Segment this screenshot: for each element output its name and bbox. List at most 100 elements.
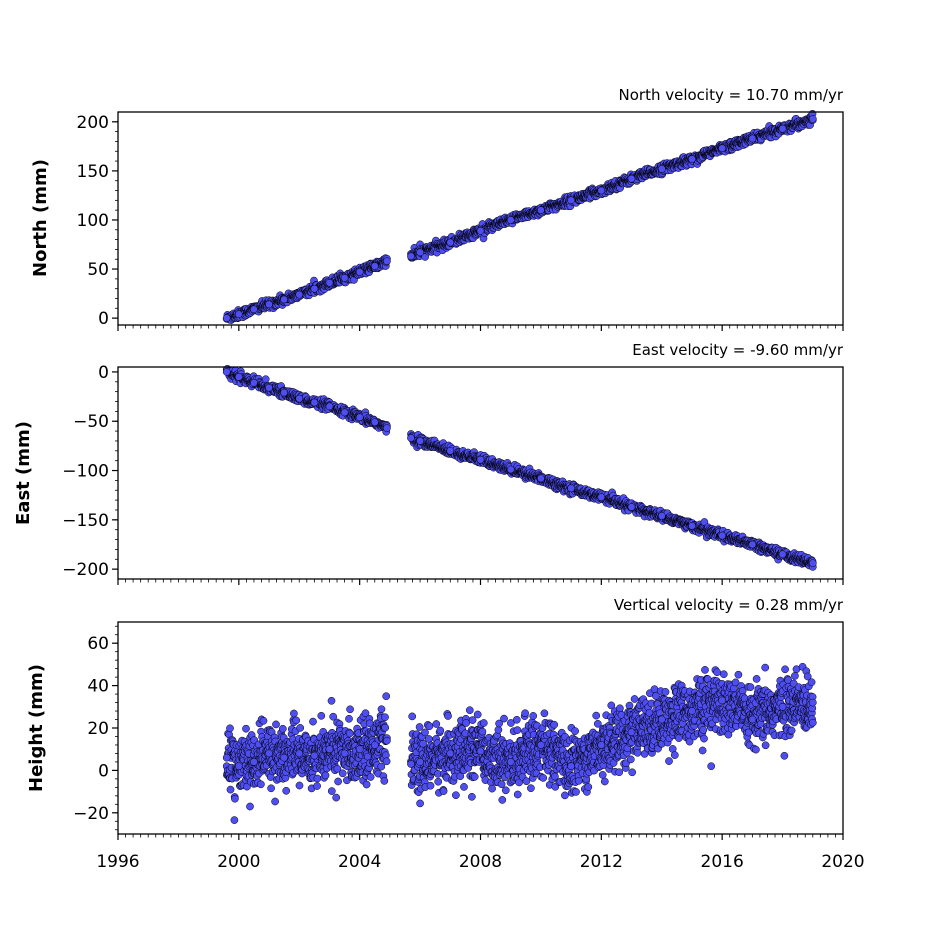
data-point	[501, 786, 510, 795]
y-tick-label: 150	[77, 162, 109, 182]
data-point	[222, 753, 231, 762]
data-point	[377, 762, 386, 771]
data-point	[478, 727, 487, 736]
data-point	[567, 484, 575, 493]
data-point	[512, 715, 521, 724]
data-point	[460, 783, 468, 791]
data-point	[444, 712, 452, 720]
east-y-ticks: 0−50−100−150−200	[62, 363, 118, 580]
data-point	[317, 711, 326, 720]
data-point	[446, 446, 455, 455]
data-point	[346, 705, 354, 714]
data-point	[246, 802, 254, 811]
east-panel: East velocity = -9.60 mm/yr East (mm) 0−…	[13, 341, 844, 585]
data-point	[257, 780, 265, 789]
y-tick-label: 200	[77, 113, 109, 133]
data-point	[416, 248, 424, 257]
data-point	[500, 714, 508, 723]
data-point	[539, 774, 548, 782]
data-point	[537, 206, 545, 215]
east-points	[222, 364, 817, 571]
data-point	[446, 238, 455, 247]
data-point	[271, 797, 279, 806]
data-point	[497, 780, 506, 789]
data-point	[327, 696, 336, 705]
data-point	[383, 424, 391, 432]
data-point	[310, 751, 319, 760]
data-point	[778, 550, 787, 559]
data-point	[366, 773, 375, 781]
data-point	[808, 559, 817, 568]
data-point	[234, 373, 243, 381]
data-point	[718, 144, 727, 153]
data-point	[280, 388, 288, 397]
data-point	[345, 714, 353, 723]
data-point	[383, 257, 391, 266]
data-point	[377, 705, 386, 714]
data-point	[382, 757, 391, 766]
data-point	[488, 784, 496, 793]
data-point	[383, 736, 391, 745]
data-point	[529, 712, 538, 720]
data-point	[416, 799, 424, 808]
data-point	[334, 777, 342, 786]
north-velocity-annotation: North velocity = 10.70 mm/yr	[619, 86, 844, 104]
data-point	[265, 300, 273, 309]
east-x-ticks	[117, 579, 844, 585]
data-point	[657, 165, 666, 173]
data-point	[434, 777, 443, 786]
data-point	[527, 784, 535, 793]
data-point	[468, 792, 476, 801]
data-point	[292, 716, 301, 725]
data-point	[345, 729, 354, 738]
data-point	[234, 762, 243, 771]
height-points	[222, 662, 817, 824]
data-point	[355, 268, 364, 276]
data-point	[476, 455, 485, 464]
data-point	[470, 772, 479, 781]
data-point	[479, 719, 488, 727]
data-point	[250, 758, 258, 766]
data-point	[688, 521, 696, 530]
data-point	[261, 375, 270, 384]
y-tick-label: 0	[98, 363, 109, 383]
data-point	[513, 790, 522, 799]
data-point	[278, 724, 287, 733]
data-point	[476, 226, 485, 235]
data-point	[338, 769, 347, 778]
data-point	[290, 709, 298, 718]
data-point	[370, 262, 379, 270]
data-point	[468, 716, 477, 724]
data-point	[426, 781, 435, 790]
data-point	[321, 771, 330, 780]
data-point	[540, 709, 549, 718]
data-point	[242, 724, 250, 733]
data-point	[657, 512, 666, 520]
vertical-velocity-annotation: Vertical velocity = 0.28 mm/yr	[614, 596, 844, 614]
data-point	[808, 115, 817, 123]
east-y-axis-title: East (mm)	[13, 421, 34, 525]
data-point	[340, 749, 349, 758]
data-point	[362, 780, 371, 789]
data-point	[250, 305, 258, 314]
data-point	[381, 723, 390, 732]
data-point	[230, 816, 239, 824]
y-tick-label: 100	[77, 211, 109, 231]
data-point	[748, 540, 757, 549]
data-point	[498, 796, 507, 804]
data-point	[462, 719, 470, 727]
data-point	[421, 728, 429, 737]
data-point	[355, 413, 364, 422]
data-point	[234, 310, 243, 319]
data-point	[332, 793, 341, 802]
data-point	[416, 437, 424, 445]
data-point	[325, 745, 334, 754]
data-point	[381, 713, 389, 722]
data-point	[597, 493, 606, 502]
north-x-ticks	[117, 325, 844, 331]
data-point	[627, 503, 636, 511]
data-point	[310, 398, 319, 407]
y-tick-label: −100	[62, 462, 109, 482]
